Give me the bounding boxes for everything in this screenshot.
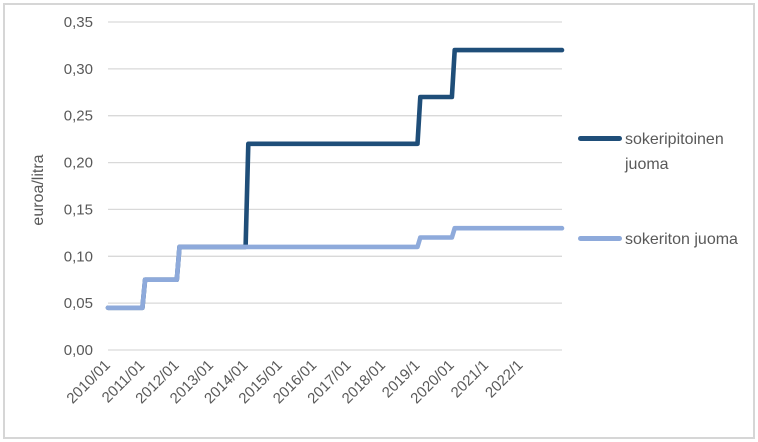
y-tick-label: 0,05	[64, 295, 93, 312]
legend-label-sokeriton: sokeriton juoma	[625, 231, 738, 248]
x-tick-label: 2022/1	[482, 357, 526, 401]
series-line-sokeriton-juoma	[105, 225, 565, 311]
x-tick-label: 2021/1	[448, 357, 492, 401]
legend-entry-sokeriton: sokeriton juoma	[578, 227, 739, 252]
y-tick-label: 0,35	[64, 14, 93, 31]
y-tick-label: 0,10	[64, 248, 93, 265]
legend-label-sokeripitoinen: sokeripitoinen juoma	[625, 131, 724, 173]
y-axis-title: euroa/litra	[30, 154, 47, 226]
y-tick-label: 0,30	[64, 61, 93, 78]
legend-marker-sokeriton	[578, 236, 622, 241]
legend-entry-sokeripitoinen: sokeripitoinen juoma	[578, 127, 739, 177]
y-tick-label: 0,20	[64, 155, 93, 172]
y-tick-label: 0,00	[64, 342, 93, 359]
y-tick-label: 0,15	[64, 201, 93, 218]
y-tick-label: 0,25	[64, 108, 93, 125]
legend-marker-sokeripitoinen	[578, 136, 622, 141]
